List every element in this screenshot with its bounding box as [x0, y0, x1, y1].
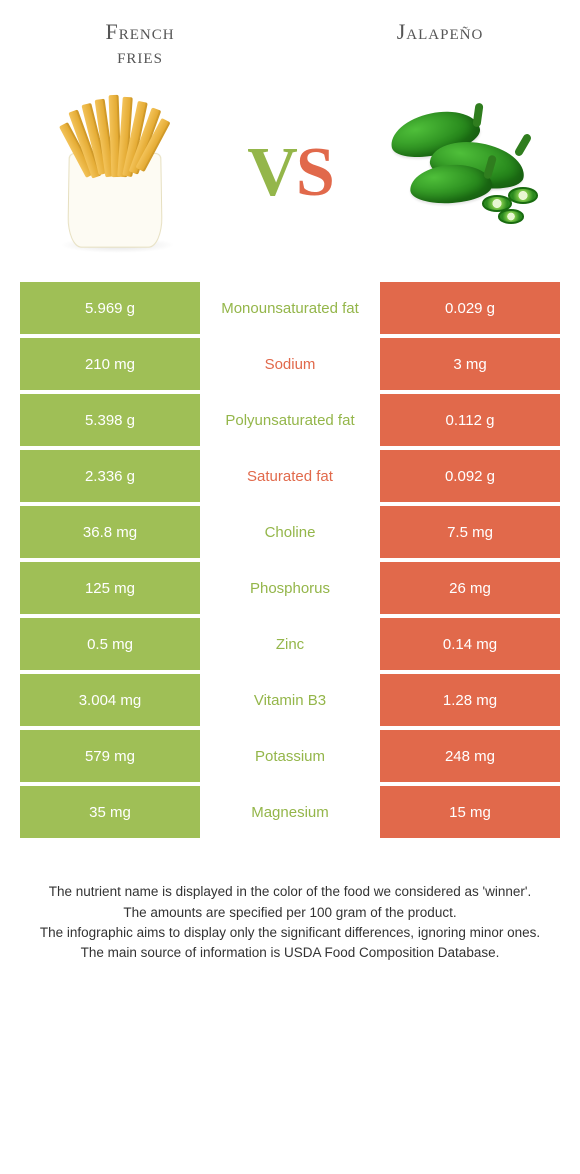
footer-line-4: The main source of information is USDA F…	[30, 943, 550, 963]
table-row: 36.8 mgCholine7.5 mg	[20, 506, 560, 558]
left-value: 0.5 mg	[20, 618, 200, 670]
vs-s: S	[296, 133, 333, 213]
left-value: 2.336 g	[20, 450, 200, 502]
nutrient-label: Vitamin B3	[200, 674, 380, 726]
left-value: 125 mg	[20, 562, 200, 614]
table-row: 5.969 gMonounsaturated fat0.029 g	[20, 282, 560, 334]
right-value: 0.092 g	[380, 450, 560, 502]
nutrient-label: Sodium	[200, 338, 380, 390]
left-value: 35 mg	[20, 786, 200, 838]
footer-line-1: The nutrient name is displayed in the co…	[30, 882, 550, 902]
table-row: 125 mgPhosphorus26 mg	[20, 562, 560, 614]
right-value: 3 mg	[380, 338, 560, 390]
nutrient-label: Monounsaturated fat	[200, 282, 380, 334]
title-left-line2: fries	[117, 43, 163, 68]
left-value: 3.004 mg	[20, 674, 200, 726]
title-left-line1: French	[105, 19, 174, 44]
right-value: 26 mg	[380, 562, 560, 614]
pepper-stem-icon	[472, 103, 483, 128]
nutrient-label: Phosphorus	[200, 562, 380, 614]
nutrient-label: Magnesium	[200, 786, 380, 838]
right-value: 0.14 mg	[380, 618, 560, 670]
left-value: 579 mg	[20, 730, 200, 782]
table-row: 5.398 gPolyunsaturated fat0.112 g	[20, 394, 560, 446]
right-value: 0.029 g	[380, 282, 560, 334]
footer-notes: The nutrient name is displayed in the co…	[30, 882, 550, 963]
pepper-slice-icon	[498, 209, 524, 223]
table-row: 210 mgSodium3 mg	[20, 338, 560, 390]
french-fries-icon	[30, 88, 200, 258]
jalapeno-icon	[380, 88, 550, 258]
footer-line-3: The infographic aims to display only the…	[30, 923, 550, 943]
pepper-stem-icon	[514, 133, 533, 158]
left-value: 210 mg	[20, 338, 200, 390]
hero-row: VS	[0, 78, 580, 278]
right-value: 0.112 g	[380, 394, 560, 446]
title-right: Jalapeño	[350, 20, 530, 68]
title-right-text: Jalapeño	[397, 19, 484, 44]
table-row: 3.004 mgVitamin B31.28 mg	[20, 674, 560, 726]
nutrient-label: Potassium	[200, 730, 380, 782]
right-value: 7.5 mg	[380, 506, 560, 558]
vs-v: V	[247, 133, 296, 213]
table-row: 579 mgPotassium248 mg	[20, 730, 560, 782]
table-row: 2.336 gSaturated fat0.092 g	[20, 450, 560, 502]
title-left: French fries	[50, 20, 230, 68]
nutrient-label: Zinc	[200, 618, 380, 670]
left-value: 36.8 mg	[20, 506, 200, 558]
right-value: 248 mg	[380, 730, 560, 782]
nutrient-label: Saturated fat	[200, 450, 380, 502]
table-row: 0.5 mgZinc0.14 mg	[20, 618, 560, 670]
right-value: 15 mg	[380, 786, 560, 838]
right-value: 1.28 mg	[380, 674, 560, 726]
header: French fries Jalapeño	[0, 0, 580, 78]
footer-line-2: The amounts are specified per 100 gram o…	[30, 903, 550, 923]
nutrient-table: 5.969 gMonounsaturated fat0.029 g210 mgS…	[20, 278, 560, 842]
nutrient-label: Polyunsaturated fat	[200, 394, 380, 446]
table-row: 35 mgMagnesium15 mg	[20, 786, 560, 838]
left-value: 5.969 g	[20, 282, 200, 334]
nutrient-label: Choline	[200, 506, 380, 558]
pepper-slice-icon	[508, 187, 538, 204]
left-value: 5.398 g	[20, 394, 200, 446]
vs-label: VS	[247, 133, 333, 213]
